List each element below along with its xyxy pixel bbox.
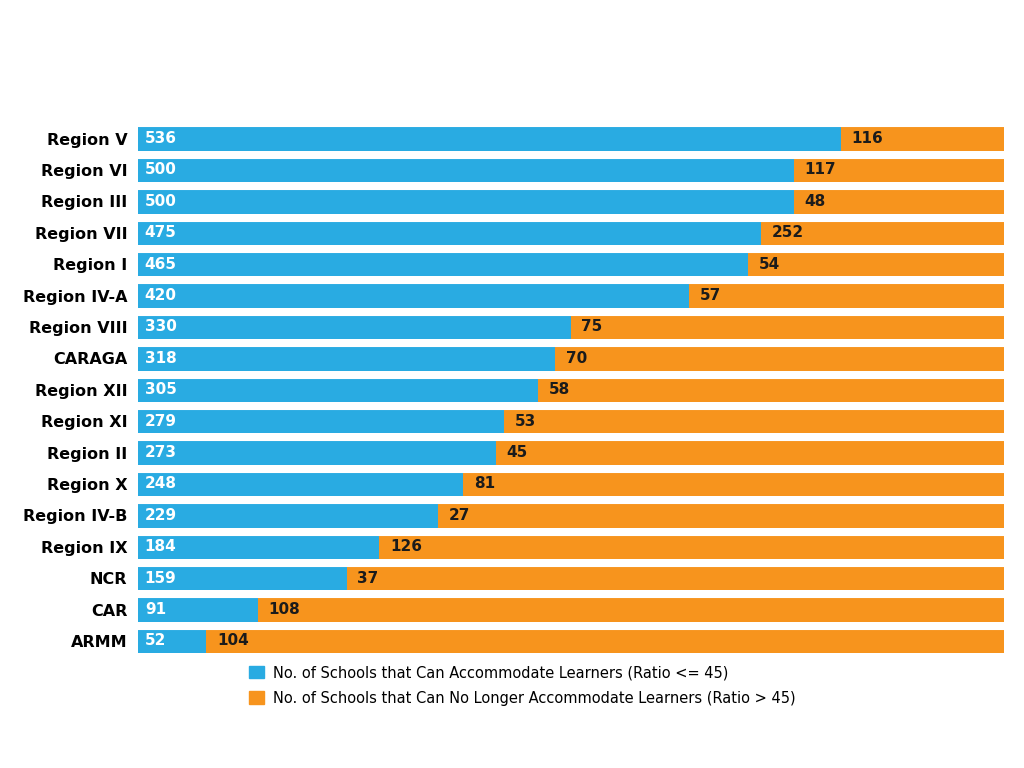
Text: 52: 52 <box>144 634 166 648</box>
Bar <box>138 598 258 622</box>
Text: 500: 500 <box>144 194 177 209</box>
Text: 536: 536 <box>144 131 177 146</box>
Bar <box>138 503 438 528</box>
Text: 420: 420 <box>144 288 177 303</box>
Bar <box>138 440 1004 465</box>
Bar <box>138 409 1004 433</box>
Text: 37: 37 <box>357 571 379 586</box>
Bar <box>138 440 497 465</box>
Text: Number of Schools Based on Teachers: Number of Schools Based on Teachers <box>77 34 947 78</box>
Text: 279: 279 <box>144 414 177 429</box>
Bar <box>138 346 555 371</box>
Bar <box>138 126 841 151</box>
Legend: No. of Schools that Can Accommodate Learners (Ratio <= 45), No. of Schools that : No. of Schools that Can Accommodate Lear… <box>244 660 801 711</box>
Text: 38: 38 <box>971 732 993 750</box>
Text: 91: 91 <box>144 602 166 617</box>
Text: 248: 248 <box>144 476 177 492</box>
Text: 27: 27 <box>449 508 470 523</box>
Bar <box>138 220 1004 245</box>
Text: 117: 117 <box>804 163 836 177</box>
Bar <box>138 378 538 402</box>
Text: 54: 54 <box>759 257 779 272</box>
Text: 108: 108 <box>268 602 300 617</box>
Bar <box>138 566 1004 591</box>
Text: 75: 75 <box>582 319 602 335</box>
Text: 57: 57 <box>699 288 721 303</box>
Text: 53: 53 <box>514 414 536 429</box>
Bar <box>138 346 1004 371</box>
Text: 126: 126 <box>390 539 422 554</box>
Bar <box>138 157 794 182</box>
Text: 330: 330 <box>144 319 177 335</box>
Bar <box>138 220 761 245</box>
Bar <box>138 315 1004 339</box>
Text: 104: 104 <box>217 634 249 648</box>
Text: 500: 500 <box>144 163 177 177</box>
Text: 465: 465 <box>144 257 177 272</box>
Text: 81: 81 <box>474 476 495 492</box>
Bar <box>138 629 207 654</box>
Bar <box>138 535 380 559</box>
Bar <box>138 315 571 339</box>
Text: 229: 229 <box>144 508 177 523</box>
Bar <box>138 535 1004 559</box>
Text: 273: 273 <box>144 445 177 460</box>
Bar <box>138 378 1004 402</box>
Bar <box>138 503 1004 528</box>
Bar <box>138 283 689 308</box>
Bar <box>138 598 1004 622</box>
Bar <box>138 283 1004 308</box>
Bar <box>138 189 794 214</box>
Text: 70: 70 <box>565 351 587 366</box>
Text: 475: 475 <box>144 225 177 240</box>
Text: 48: 48 <box>804 194 825 209</box>
Text: 252: 252 <box>771 225 804 240</box>
Bar <box>138 252 748 276</box>
Bar <box>138 472 464 496</box>
Bar <box>138 566 347 591</box>
Text: 318: 318 <box>144 351 176 366</box>
Bar <box>138 126 1004 151</box>
Bar <box>138 409 504 433</box>
Bar <box>138 472 1004 496</box>
Text: 159: 159 <box>144 571 176 586</box>
Bar <box>138 157 1004 182</box>
Text: 58: 58 <box>549 382 569 397</box>
Text: 184: 184 <box>144 539 176 554</box>
Bar <box>138 252 1004 276</box>
Text: 45: 45 <box>507 445 528 460</box>
Bar <box>138 629 1004 654</box>
Text: 305: 305 <box>144 382 177 397</box>
Text: Department of Education: Department of Education <box>384 732 640 750</box>
Text: 116: 116 <box>851 131 883 146</box>
Bar <box>138 189 1004 214</box>
